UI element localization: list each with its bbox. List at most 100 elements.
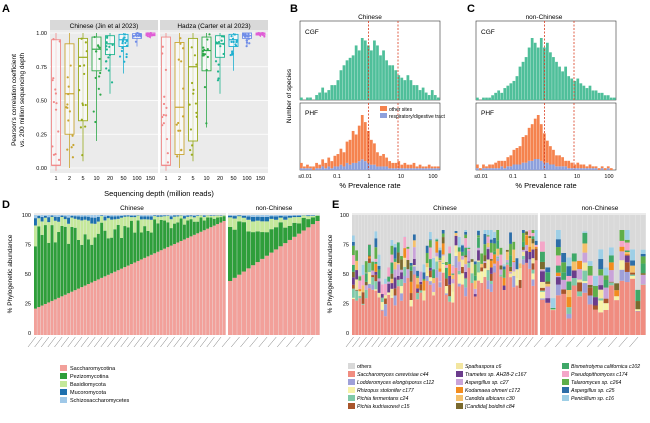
stacked-segment <box>368 283 371 289</box>
stacked-segment <box>531 243 535 250</box>
stacked-segment <box>110 237 114 274</box>
stacked-segment-others <box>396 215 400 243</box>
stacked-segment <box>255 220 260 232</box>
stacked-segment <box>352 288 355 298</box>
stacked-segment <box>489 230 493 240</box>
stacked-segment <box>50 216 54 226</box>
stacked-segment <box>264 216 269 222</box>
stacked-segment <box>566 307 572 314</box>
stacked-segment <box>149 232 153 255</box>
data-point <box>81 154 84 157</box>
data-point <box>216 70 220 73</box>
stacked-segment <box>96 279 100 335</box>
x-tick-label: 0.1 <box>333 174 341 180</box>
phf-resp-bar <box>591 168 595 170</box>
phf-other-bar <box>588 164 592 169</box>
stacked-segment <box>241 215 246 216</box>
data-point <box>84 41 87 44</box>
stacked-segment <box>593 309 598 335</box>
stacked-segment <box>400 272 403 280</box>
cgf-bar <box>427 95 431 100</box>
stacked-segment <box>412 247 416 259</box>
stacked-segment <box>409 281 413 294</box>
stacked-segment <box>477 230 480 236</box>
phf-other-bar <box>506 157 510 167</box>
cgf-bar <box>306 97 309 100</box>
stacked-segment-others <box>486 215 490 230</box>
panel-d-legend: SaccharomycotinaPezizomycotinaBasidiomyc… <box>60 365 130 404</box>
stacked-segment <box>432 291 435 296</box>
stacked-segment <box>43 217 47 226</box>
x-tick-label: 150 <box>256 176 265 182</box>
stacked-segment <box>432 283 435 292</box>
stacked-segment <box>67 215 71 218</box>
stacked-segment <box>368 288 371 335</box>
data-point <box>232 40 235 44</box>
stacked-segment <box>528 236 532 238</box>
panel-a-strip-left: Chinese (Jin et al 2023) <box>70 23 139 30</box>
stacked-segment <box>297 216 302 224</box>
cgf-bar <box>573 80 577 100</box>
stacked-segment <box>387 294 391 335</box>
data-point <box>93 35 96 39</box>
data-point <box>105 41 108 44</box>
stacked-segment <box>93 215 97 218</box>
phf-other-bar <box>327 157 331 167</box>
stacked-segment <box>186 215 190 217</box>
stacked-segment <box>212 225 216 335</box>
stacked-segment <box>464 278 468 288</box>
stacked-segment <box>255 231 260 263</box>
stacked-segment <box>103 220 107 231</box>
cgf-bar <box>600 92 604 100</box>
stacked-segment <box>393 243 397 248</box>
phf-other-bar <box>479 168 482 170</box>
phf-other-bar <box>585 166 589 169</box>
x-tick-label <box>409 336 418 348</box>
panel-b-letter: B <box>290 3 298 15</box>
stacked-segment <box>274 227 279 250</box>
stacked-segment <box>189 219 193 237</box>
stacked-segment-others <box>640 215 646 250</box>
stacked-segment <box>169 216 173 220</box>
data-point <box>179 42 182 45</box>
stacked-segment <box>361 292 365 304</box>
stacked-segment <box>400 279 403 287</box>
stacked-segment <box>176 215 180 217</box>
stacked-segment <box>428 247 432 260</box>
cgf-bar <box>430 90 434 100</box>
phf-resp-bar <box>373 164 376 170</box>
phf-resp-bar <box>412 168 416 170</box>
stacked-segment <box>438 260 442 262</box>
stacked-segment <box>571 270 577 279</box>
x-tick-label: 2 <box>68 176 71 182</box>
stacked-segment <box>614 300 620 335</box>
phf-other-bar <box>388 161 392 169</box>
phf-resp-bar <box>336 166 340 170</box>
data-point <box>177 58 180 61</box>
stacked-segment <box>136 215 140 221</box>
stacked-segment <box>126 216 130 228</box>
stacked-segment <box>614 290 620 297</box>
cgf-bar <box>533 42 537 100</box>
x-tick-label <box>180 336 189 348</box>
data-point <box>206 55 209 59</box>
data-point <box>263 35 266 38</box>
stacked-segment <box>83 285 87 335</box>
stacked-segment <box>528 246 532 252</box>
stacked-segment <box>86 220 90 240</box>
stacked-segment <box>561 289 567 294</box>
stacked-segment <box>509 266 512 272</box>
stacked-segment <box>80 287 84 335</box>
stacked-segment <box>387 292 391 295</box>
x-tick-label <box>486 336 495 348</box>
stacked-segment <box>139 216 143 220</box>
stacked-segment <box>518 268 522 280</box>
stacked-segment <box>582 243 588 253</box>
stacked-segment <box>438 281 442 283</box>
cgf-bar <box>527 47 531 100</box>
phf-resp-bar <box>564 166 568 170</box>
cgf-bar <box>503 88 507 100</box>
stacked-segment <box>100 215 104 223</box>
data-point <box>217 40 221 44</box>
stacked-segment <box>409 270 413 282</box>
